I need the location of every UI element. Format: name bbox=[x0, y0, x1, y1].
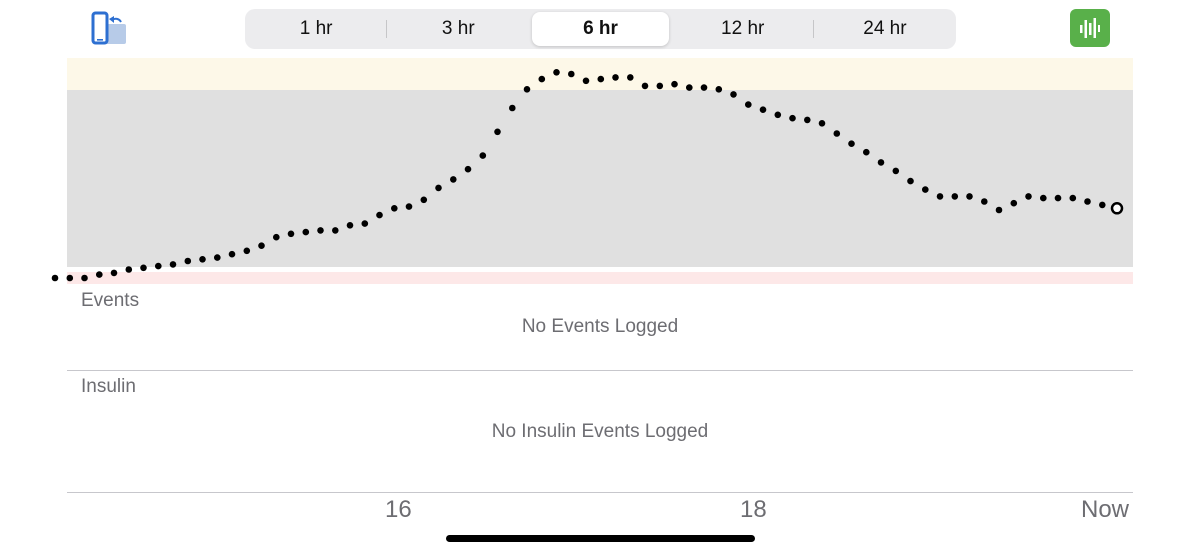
reading-point bbox=[1040, 194, 1047, 202]
time-range-control: 1 hr 3 hr 6 hr 12 hr 24 hr bbox=[245, 9, 956, 49]
rotate-device-button[interactable] bbox=[88, 10, 132, 50]
reading-point bbox=[936, 193, 944, 200]
reading-point bbox=[140, 264, 147, 272]
reading-point bbox=[228, 250, 236, 258]
reading-point bbox=[700, 84, 708, 91]
reading-point bbox=[464, 165, 472, 173]
reading-point bbox=[582, 77, 590, 85]
reading-point bbox=[995, 206, 1003, 214]
reading-point bbox=[376, 211, 383, 219]
current-reading-point bbox=[1110, 202, 1124, 215]
reading-point bbox=[450, 176, 457, 183]
reading-point bbox=[627, 74, 634, 81]
reading-point bbox=[420, 196, 428, 204]
reading-point bbox=[759, 106, 767, 113]
reading-point bbox=[641, 82, 649, 90]
section-divider bbox=[67, 370, 1133, 371]
x-tick-label: 16 bbox=[385, 496, 412, 523]
x-tick-label: Now bbox=[1081, 496, 1130, 523]
reading-point bbox=[789, 114, 796, 122]
reading-point bbox=[405, 203, 413, 210]
low-range-band bbox=[67, 272, 1133, 284]
reading-point bbox=[774, 111, 782, 119]
events-title: Events bbox=[81, 290, 140, 311]
reading-point bbox=[66, 274, 74, 282]
reading-point bbox=[715, 86, 723, 93]
reading-point bbox=[332, 227, 339, 234]
reading-point bbox=[494, 128, 501, 136]
reading-point bbox=[612, 74, 619, 81]
reading-point bbox=[258, 242, 265, 249]
glucose-readings bbox=[51, 69, 1124, 282]
reading-point bbox=[317, 227, 324, 234]
bar-chart-icon bbox=[1080, 18, 1100, 38]
reading-point bbox=[509, 104, 516, 112]
reading-point bbox=[686, 84, 693, 91]
reading-point bbox=[125, 266, 133, 273]
reading-point bbox=[51, 274, 59, 282]
reading-point bbox=[804, 116, 811, 124]
range-1hr[interactable]: 1 hr bbox=[299, 18, 333, 39]
x-tick-label: 18 bbox=[740, 496, 767, 523]
reading-point bbox=[523, 86, 531, 93]
reading-point bbox=[243, 247, 251, 255]
reading-point bbox=[833, 130, 841, 137]
rotate-device-icon bbox=[91, 11, 126, 45]
reading-point bbox=[848, 140, 855, 147]
reading-point bbox=[907, 177, 914, 185]
reading-point bbox=[184, 257, 192, 265]
statistics-button[interactable] bbox=[1070, 9, 1110, 47]
reading-point bbox=[538, 75, 546, 83]
reading-point bbox=[1025, 193, 1032, 200]
reading-point bbox=[1054, 194, 1062, 202]
home-indicator bbox=[446, 535, 755, 542]
reading-point bbox=[745, 101, 752, 108]
x-axis-line bbox=[67, 492, 1133, 493]
reading-point bbox=[730, 91, 737, 98]
reading-point bbox=[391, 205, 398, 212]
reading-point bbox=[568, 70, 575, 78]
reading-point bbox=[671, 80, 678, 88]
reading-point bbox=[656, 82, 664, 90]
reading-point bbox=[892, 167, 900, 175]
reading-point bbox=[1084, 198, 1091, 205]
reading-point bbox=[287, 230, 295, 238]
reading-point bbox=[877, 159, 885, 166]
reading-point bbox=[981, 198, 988, 205]
reading-point bbox=[951, 193, 959, 200]
reading-point bbox=[435, 184, 442, 192]
high-range-band bbox=[67, 58, 1133, 90]
reading-point bbox=[553, 69, 560, 76]
reading-point bbox=[922, 186, 929, 193]
range-24hr[interactable]: 24 hr bbox=[812, 12, 953, 46]
reading-point bbox=[346, 222, 354, 229]
reading-point bbox=[818, 120, 826, 127]
target-range-band bbox=[67, 90, 1133, 267]
insulin-title: Insulin bbox=[81, 376, 136, 397]
reading-point bbox=[81, 274, 88, 282]
events-empty-message: No Events Logged bbox=[521, 316, 679, 337]
range-12hr[interactable]: 12 hr bbox=[721, 18, 765, 39]
reading-point bbox=[597, 75, 605, 83]
reading-point bbox=[199, 255, 206, 263]
reading-point bbox=[1069, 194, 1077, 202]
reading-point bbox=[1010, 199, 1018, 207]
reading-point bbox=[273, 233, 280, 241]
reading-point bbox=[214, 254, 221, 261]
reading-point bbox=[110, 269, 118, 277]
reading-point bbox=[96, 271, 103, 278]
reading-point bbox=[863, 148, 870, 156]
reading-point bbox=[966, 193, 973, 200]
reading-point bbox=[302, 228, 310, 236]
reading-point bbox=[361, 220, 369, 227]
reading-point bbox=[155, 262, 162, 270]
reading-point bbox=[169, 261, 177, 268]
range-6hr[interactable]: 6 hr bbox=[532, 12, 669, 46]
glucose-chart bbox=[51, 58, 1133, 284]
range-3hr[interactable]: 3 hr bbox=[386, 12, 526, 46]
reading-point bbox=[479, 152, 487, 159]
insulin-empty-message: No Insulin Events Logged bbox=[491, 421, 709, 442]
reading-point bbox=[1099, 201, 1106, 209]
